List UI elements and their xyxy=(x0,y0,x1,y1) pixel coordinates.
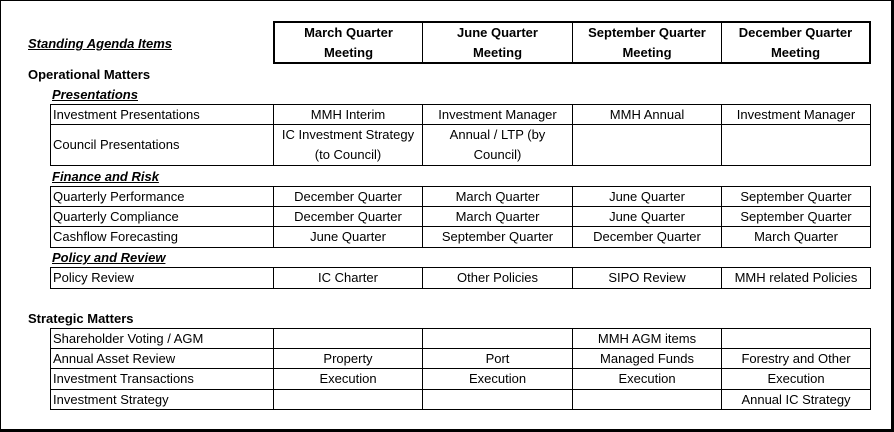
table-cell: September Quarter xyxy=(721,206,871,227)
table-cell: Property xyxy=(273,348,423,369)
row-label: Council Presentations xyxy=(50,124,274,166)
table-cell: Annual / LTP (by Council) xyxy=(422,124,573,166)
section-heading-strategic: Strategic Matters xyxy=(28,311,134,326)
table-cell xyxy=(422,328,573,349)
table-cell: MMH Annual xyxy=(572,104,722,125)
row-label: Cashflow Forecasting xyxy=(50,226,274,248)
table-cell: March Quarter xyxy=(422,186,573,207)
table-cell: MMH AGM items xyxy=(572,328,722,349)
table-cell: Execution xyxy=(721,368,871,390)
header-september-quarter: September Quarter Meeting xyxy=(572,21,722,64)
page-title: Standing Agenda Items xyxy=(28,36,172,51)
table-cell xyxy=(572,389,722,410)
table-cell xyxy=(721,124,871,166)
row-label: Investment Transactions xyxy=(50,368,274,390)
table-cell: Forestry and Other xyxy=(721,348,871,369)
group-heading-presentations: Presentations xyxy=(52,87,138,102)
table-cell: SIPO Review xyxy=(572,267,722,289)
table-cell: Managed Funds xyxy=(572,348,722,369)
table-cell xyxy=(273,328,423,349)
table-cell: December Quarter xyxy=(273,186,423,207)
table-cell: IC Investment Strategy (to Council) xyxy=(273,124,423,166)
row-label: Annual Asset Review xyxy=(50,348,274,369)
section-heading-operational: Operational Matters xyxy=(28,67,151,82)
row-label: Policy Review xyxy=(50,267,274,289)
table-cell: June Quarter xyxy=(572,206,722,227)
table-cell: MMH Interim xyxy=(273,104,423,125)
table-cell: September Quarter xyxy=(422,226,573,248)
table-cell: Investment Manager xyxy=(422,104,573,125)
group-heading-finance-risk: Finance and Risk xyxy=(52,169,159,184)
header-march-quarter: March Quarter Meeting xyxy=(273,21,423,64)
table-cell: IC Charter xyxy=(273,267,423,289)
table-cell: June Quarter xyxy=(572,186,722,207)
table-cell xyxy=(721,328,871,349)
row-label: Quarterly Performance xyxy=(50,186,274,207)
table-cell xyxy=(572,124,722,166)
group-heading-policy-review: Policy and Review xyxy=(52,250,166,265)
table-cell xyxy=(422,389,573,410)
row-label: Shareholder Voting / AGM xyxy=(50,328,274,349)
table-cell: Execution xyxy=(422,368,573,390)
header-june-quarter: June Quarter Meeting xyxy=(422,21,573,64)
row-label: Investment Presentations xyxy=(50,104,274,125)
table-cell: Investment Manager xyxy=(721,104,871,125)
table-cell: June Quarter xyxy=(273,226,423,248)
table-cell: Annual IC Strategy xyxy=(721,389,871,410)
row-label: Quarterly Compliance xyxy=(50,206,274,227)
table-cell: Execution xyxy=(273,368,423,390)
table-cell: Execution xyxy=(572,368,722,390)
row-label: Investment Strategy xyxy=(50,389,274,410)
table-cell: March Quarter xyxy=(422,206,573,227)
table-cell: Other Policies xyxy=(422,267,573,289)
table-cell xyxy=(273,389,423,410)
table-cell: March Quarter xyxy=(721,226,871,248)
header-december-quarter: December Quarter Meeting xyxy=(721,21,871,64)
table-cell: MMH related Policies xyxy=(721,267,871,289)
table-cell: September Quarter xyxy=(721,186,871,207)
table-cell: December Quarter xyxy=(572,226,722,248)
table-cell: December Quarter xyxy=(273,206,423,227)
table-cell: Port xyxy=(422,348,573,369)
